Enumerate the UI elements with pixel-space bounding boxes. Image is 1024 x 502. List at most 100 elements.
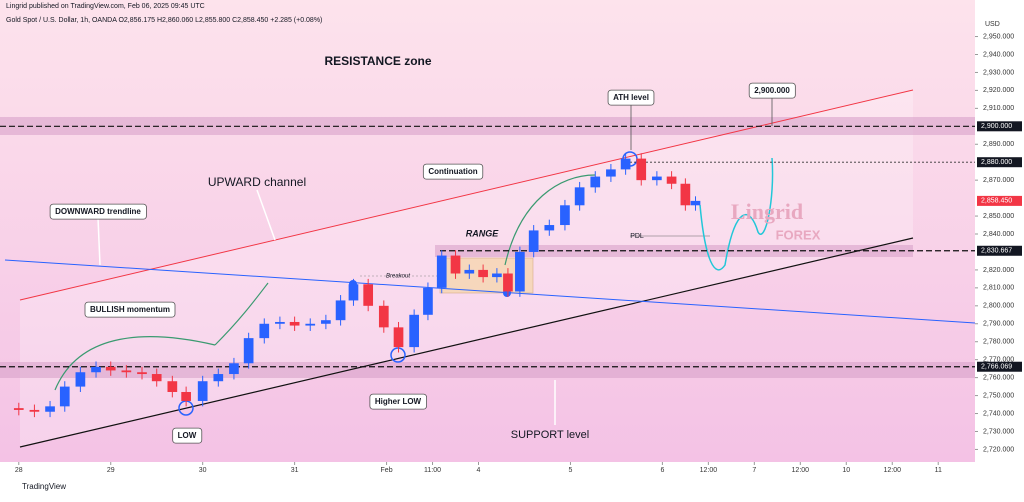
- annotation: RANGE: [466, 228, 499, 238]
- currency: USD: [985, 21, 1000, 28]
- x-tick-label: 30: [199, 467, 207, 474]
- y-tick-label: 2,940.000: [983, 51, 1014, 58]
- level-label: 2,900.000: [981, 123, 1012, 130]
- time-axis: [0, 462, 1024, 497]
- annotation-box: [84, 301, 176, 318]
- y-tick-label: 2,800.000: [983, 303, 1014, 310]
- annotation: RESISTANCE zone: [324, 54, 431, 68]
- annotation: UPWARD channel: [208, 175, 306, 189]
- marks: 2,720.000 2,730.000 2,740.000 2,750.000 2,76…: [0, 33, 1022, 474]
- candle-body: [478, 269, 488, 278]
- symbol-info: Gold Spot / U.S. Dollar, 1h, OANDA O2,85…: [6, 17, 322, 24]
- y-tick-label: 2,810.000: [983, 285, 1014, 292]
- candle-body: [492, 273, 502, 278]
- annotation: Continuation: [428, 167, 477, 176]
- candle-body: [690, 200, 701, 206]
- x-tick-label: 12:00: [700, 467, 718, 474]
- watermark: Lingrid: [731, 199, 803, 224]
- candle-body: [606, 169, 616, 177]
- x-tick-label: 10: [842, 467, 850, 474]
- candle-body: [29, 409, 40, 412]
- candle-body: [305, 323, 316, 326]
- candle-body: [75, 372, 86, 387]
- candle-body: [121, 370, 132, 373]
- annotation: 2,900.000: [754, 86, 790, 95]
- candle-body: [167, 381, 178, 392]
- candle-body: [243, 338, 254, 364]
- y-tick-label: 2,950.000: [983, 33, 1014, 40]
- x-tick-label: 29: [107, 467, 115, 474]
- y-tick-label: 2,930.000: [983, 69, 1014, 76]
- level-badge: [977, 361, 1022, 372]
- annotation-box: [422, 163, 484, 180]
- x-tick-label: 12:00: [792, 467, 810, 474]
- candle-body: [45, 406, 55, 412]
- candle-body: [151, 374, 162, 382]
- resistance-trendline: [19, 89, 914, 301]
- y-tick-label: 2,870.000: [983, 177, 1014, 184]
- x-tick-label: 6: [660, 467, 664, 474]
- candle-body: [321, 320, 331, 324]
- candle-body: [503, 273, 513, 292]
- candle-body: [348, 284, 359, 301]
- pointer: [97, 217, 101, 266]
- candle-body: [393, 327, 404, 348]
- candle-body: [259, 323, 270, 339]
- annotation: PDL: [630, 233, 644, 240]
- projection-path: [699, 157, 774, 271]
- y-tick-label: 2,910.000: [983, 105, 1014, 112]
- candle-body: [436, 255, 447, 288]
- x-tick-label: 28: [15, 467, 23, 474]
- annotation: ATH level: [613, 93, 649, 102]
- downward-trendline: [4, 259, 976, 324]
- level-label: 2,830.667: [981, 248, 1012, 255]
- pointer: [256, 189, 276, 241]
- candle-body: [528, 230, 539, 252]
- publisher: Lingrid published on TradingView.com, Fe…: [6, 3, 205, 10]
- momentum-arrow: [54, 336, 216, 391]
- y-tick-label: 2,840.000: [983, 231, 1014, 238]
- y-tick-label: 2,920.000: [983, 87, 1014, 94]
- x-tick-label: Feb: [381, 467, 393, 474]
- annotation-box: [172, 427, 203, 444]
- y-tick-label: 2,760.000: [983, 374, 1014, 381]
- candle-body: [652, 176, 662, 181]
- level-label: 2,766.069: [981, 364, 1012, 371]
- candle-body: [197, 381, 208, 401]
- plot-bg: [0, 0, 975, 462]
- candle-body: [464, 269, 475, 274]
- x-tick-label: 7: [752, 467, 756, 474]
- candle-body: [213, 374, 224, 382]
- annotation: SUPPORT level: [511, 429, 589, 441]
- x-tick-label: 4: [477, 467, 481, 474]
- level-badge: [977, 121, 1022, 132]
- x-tick-label: 12:00: [883, 467, 901, 474]
- x-tick-label: 11: [935, 467, 942, 474]
- y-tick-label: 2,740.000: [983, 410, 1014, 417]
- annotation: DOWNWARD trendline: [55, 207, 141, 216]
- candle-body: [59, 386, 70, 407]
- candle-body: [590, 176, 601, 188]
- candle-body: [636, 158, 647, 181]
- annotation: Breakout: [386, 274, 410, 280]
- candle-body: [289, 321, 300, 326]
- y-tick-label: 2,730.000: [983, 428, 1014, 435]
- level-label: 2,858.450: [981, 198, 1012, 205]
- annotation-box: [49, 203, 147, 220]
- y-tick-label: 2,770.000: [983, 357, 1014, 364]
- x-tick-label: 5: [568, 467, 572, 474]
- level-badge: [977, 157, 1022, 168]
- price-axis: [975, 0, 1024, 462]
- support-trendline: [19, 237, 914, 448]
- candle-body: [574, 187, 585, 206]
- annotation-box: [748, 82, 796, 99]
- level-label: 2,880.000: [981, 159, 1012, 166]
- y-tick-label: 2,820.000: [983, 267, 1014, 274]
- y-tick-label: 2,720.000: [983, 446, 1014, 453]
- annotation-box: [607, 89, 655, 106]
- candle-body: [680, 183, 691, 206]
- candle-body: [275, 321, 285, 324]
- candle-body: [409, 314, 419, 348]
- y-tick-label: 2,790.000: [983, 321, 1014, 328]
- y-tick-label: 2,780.000: [983, 339, 1014, 346]
